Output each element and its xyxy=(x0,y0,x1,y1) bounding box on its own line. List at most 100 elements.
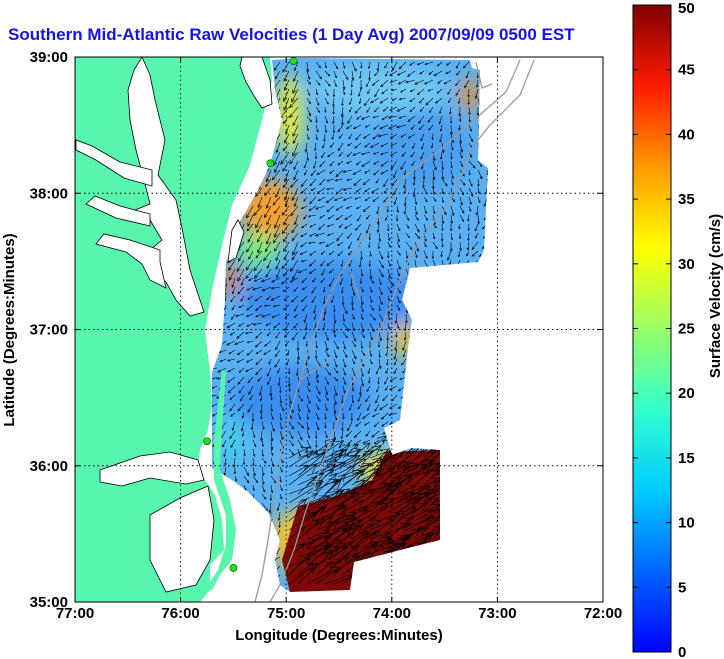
velocity-arrow xyxy=(403,196,407,207)
velocity-arrow xyxy=(364,169,371,174)
velocity-arrow xyxy=(303,313,308,324)
velocity-arrow xyxy=(291,187,299,202)
delaware-bay xyxy=(239,57,273,109)
velocity-arrow xyxy=(443,79,452,85)
velocity-arrow xyxy=(389,376,398,382)
velocity-arrow xyxy=(386,358,389,366)
velocity-arrow xyxy=(432,187,435,196)
velocity-arrow xyxy=(218,349,227,353)
velocity-arrow xyxy=(237,286,245,295)
velocity-arrow xyxy=(324,61,327,69)
velocity-arrow xyxy=(357,403,362,410)
velocity-arrow xyxy=(243,448,246,457)
velocity-arrow xyxy=(300,241,308,248)
velocity-arrow xyxy=(450,142,454,151)
velocity-arrow xyxy=(301,286,308,290)
velocity-arrow xyxy=(324,412,327,420)
velocity-arrow xyxy=(360,250,363,261)
velocity-arrow xyxy=(241,430,245,437)
velocity-arrow xyxy=(297,349,300,361)
colorbar-ramp xyxy=(633,5,671,652)
velocity-arrow xyxy=(401,151,407,157)
velocity-arrow xyxy=(252,430,256,439)
velocity-arrow xyxy=(222,439,227,448)
velocity-arrow xyxy=(468,205,472,212)
velocity-arrow xyxy=(466,250,470,257)
velocity-arrow xyxy=(297,439,304,449)
velocity-arrow xyxy=(326,178,335,182)
velocity-arrow xyxy=(300,205,308,209)
velocity-arrow xyxy=(398,115,407,119)
velocity-arrow xyxy=(281,205,290,216)
velocity-arrow xyxy=(387,268,391,279)
velocity-arrow xyxy=(324,349,330,358)
velocity-arrow xyxy=(265,268,272,278)
velocity-arrow xyxy=(315,561,334,576)
velocity-arrow xyxy=(440,151,443,160)
velocity-arrow xyxy=(333,544,360,567)
velocity-arrow xyxy=(351,496,389,513)
velocity-arrow xyxy=(446,61,452,66)
velocity-arrow xyxy=(279,466,283,473)
velocity-arrow xyxy=(423,214,429,221)
velocity-arrow xyxy=(450,178,454,186)
velocity-arrow xyxy=(311,295,317,304)
velocity-arrow xyxy=(297,394,304,402)
velocity-arrow xyxy=(300,178,308,188)
velocity-arrow xyxy=(360,304,364,313)
velocity-arrow xyxy=(414,214,419,221)
velocity-arrow xyxy=(348,250,353,256)
velocity-arrow xyxy=(369,322,375,333)
velocity-arrow xyxy=(385,367,389,375)
velocity-arrow xyxy=(232,286,236,295)
velocity-arrow xyxy=(290,178,299,188)
velocity-arrow xyxy=(315,430,318,440)
velocity-arrow xyxy=(333,403,337,414)
velocity-arrow xyxy=(271,169,281,181)
velocity-arrow xyxy=(297,268,308,273)
velocity-arrow xyxy=(351,445,382,468)
velocity-arrow xyxy=(362,205,371,212)
velocity-arrow xyxy=(351,331,357,342)
velocity-arrow xyxy=(270,412,274,421)
velocity-arrow xyxy=(297,403,301,413)
velocity-arrow xyxy=(226,340,236,346)
velocity-arrow xyxy=(297,493,319,504)
velocity-arrow xyxy=(369,349,373,357)
velocity-arrow xyxy=(441,169,445,181)
velocity-arrow xyxy=(328,277,335,288)
velocity-arrow xyxy=(337,124,344,133)
velocity-arrow xyxy=(257,241,263,254)
velocity-arrow xyxy=(297,517,326,540)
velocity-arrow xyxy=(361,160,371,167)
velocity-arrow xyxy=(292,133,299,144)
velocity-arrow xyxy=(335,169,344,178)
velocity-arrow xyxy=(291,223,299,234)
velocity-arrow xyxy=(277,367,281,374)
velocity-arrow xyxy=(334,178,344,182)
velocity-arrow xyxy=(329,169,335,174)
velocity-arrow xyxy=(306,505,326,522)
velocity-arrow xyxy=(468,178,473,187)
velocity-arrow xyxy=(260,412,263,420)
velocity-arrow xyxy=(302,304,308,312)
velocity-arrow xyxy=(405,459,433,486)
velocity-arrow xyxy=(246,340,254,344)
velocity-arrow xyxy=(323,286,326,293)
velocity-arrow xyxy=(369,250,372,258)
velocity-arrow xyxy=(290,295,299,303)
velocity-arrow xyxy=(342,304,348,315)
velocity-arrow xyxy=(324,385,329,396)
velocity-arrow xyxy=(279,421,283,430)
velocity-arrow xyxy=(229,394,236,400)
velocity-arrow xyxy=(341,97,344,107)
velocity-arrow xyxy=(393,349,398,360)
velocity-arrow xyxy=(268,502,272,514)
velocity-arrow xyxy=(315,479,342,504)
velocity-arrow xyxy=(367,367,371,375)
velocity-arrow xyxy=(401,142,407,148)
velocity-arrow xyxy=(377,376,380,385)
velocity-arrow xyxy=(288,498,308,513)
velocity-arrow xyxy=(360,268,364,277)
velocity-arrow xyxy=(261,277,272,283)
